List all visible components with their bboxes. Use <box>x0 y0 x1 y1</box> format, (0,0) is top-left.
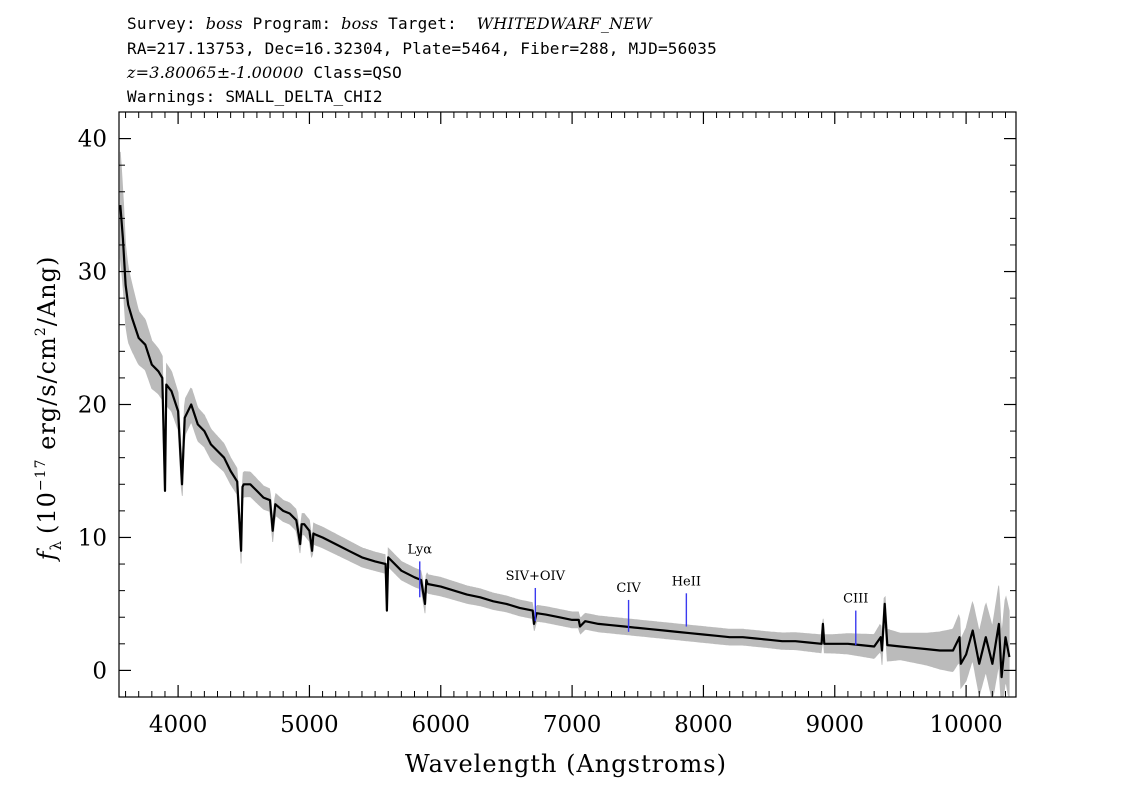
x-tick-label-6: 10000 <box>930 712 1003 738</box>
plot-frame <box>118 111 1017 698</box>
header-line-4: Warnings: SMALL_DELTA_CHI2 <box>127 87 383 106</box>
y-tick-label-4: 40 <box>78 127 107 153</box>
y-tick-label-1: 10 <box>78 525 107 551</box>
error-band <box>119 151 1010 698</box>
y-axis-title: fλ(10−17 erg/s/cm2/Ang) <box>33 256 65 563</box>
redshift-value: z=3.80065±-1.00000 <box>127 63 304 82</box>
line-marker-label-1: SIV+OIV <box>506 569 566 584</box>
header-line-1: Survey: boss Program: boss Target: WHITE… <box>127 14 652 33</box>
line-marker-label-3: HeII <box>672 574 701 589</box>
error-band-area <box>119 151 1010 698</box>
flux-series <box>119 205 1011 679</box>
y-tick-label-2: 20 <box>78 393 107 419</box>
x-tick-label-5: 9000 <box>805 712 864 738</box>
flux-line <box>119 205 1011 679</box>
survey-value: boss <box>205 14 243 33</box>
header-line-2: RA=217.13753, Dec=16.32304, Plate=5464, … <box>127 39 717 58</box>
x-tick-label-1: 5000 <box>280 712 339 738</box>
line-marker-label-0: Lyα <box>407 542 432 557</box>
x-axis-title: Wavelength (Angstroms) <box>405 750 727 778</box>
axis-ticks: 4000 5000 6000 7000 8000 9000 10000 0 10 20 30 40 <box>78 111 1016 738</box>
program-label: Program: <box>252 14 332 33</box>
line-marker-label-2: CIV <box>616 581 641 596</box>
survey-label: Survey: <box>127 14 196 33</box>
line-marker-label-4: CIII <box>843 592 868 607</box>
y-tick-label-0: 0 <box>92 658 107 684</box>
x-tick-label-3: 7000 <box>543 712 602 738</box>
x-tick-label-0: 4000 <box>149 712 208 738</box>
program-value: boss <box>341 14 379 33</box>
emission-line-markers: Lyα SIV+OIV CIV HeII CIII <box>407 542 868 646</box>
class-value: Class=QSO <box>313 63 402 82</box>
target-label: Target: <box>388 14 457 33</box>
y-tick-label-3: 30 <box>78 260 107 286</box>
target-value: WHITEDWARF_NEW <box>476 14 652 33</box>
x-tick-label-4: 8000 <box>674 712 733 738</box>
header-line-3: z=3.80065±-1.00000 Class=QSO <box>127 63 402 82</box>
x-tick-label-2: 6000 <box>411 712 470 738</box>
